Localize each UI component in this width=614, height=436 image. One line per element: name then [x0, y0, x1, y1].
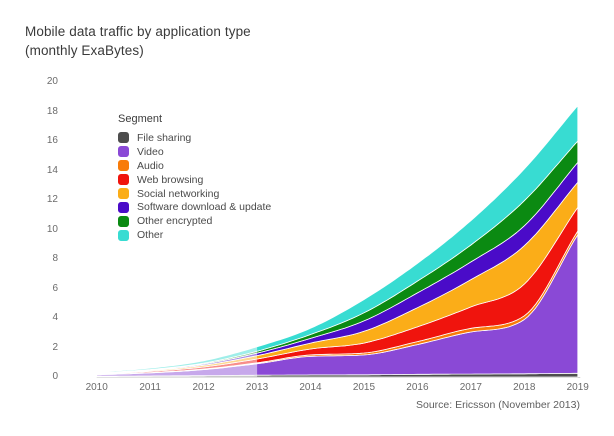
legend-title: Segment: [118, 113, 163, 125]
y-tick-label-10: 10: [46, 223, 58, 235]
legend-item-social-networking: Social networking: [118, 187, 271, 201]
legend-swatch-icon: [118, 215, 129, 227]
legend-swatch-icon: [118, 132, 129, 144]
x-tick-label-2014: 2014: [299, 382, 322, 393]
y-tick-label-12: 12: [46, 194, 58, 205]
legend-swatch-icon: [118, 229, 129, 241]
legend-item-web-browsing: Web browsing: [118, 173, 271, 187]
legend-swatch-icon: [118, 201, 129, 213]
y-tick-label-2: 2: [52, 341, 58, 353]
legend-swatch-icon: [118, 188, 129, 199]
x-tick-label-2013: 2013: [245, 382, 269, 393]
source-note: Source: Ericsson (November 2013): [416, 399, 580, 411]
x-tick-label-2015: 2015: [352, 382, 376, 393]
y-tick-label-20: 20: [46, 76, 58, 87]
legend-item-file-sharing: File sharing: [118, 131, 271, 145]
x-tick-label-2016: 2016: [406, 382, 429, 393]
legend-item-label: Other encrypted: [137, 215, 213, 228]
legend-item-label: Software download & update: [137, 201, 272, 214]
x-tick-label-2018: 2018: [513, 382, 536, 393]
legend-item-video: Video: [118, 145, 271, 159]
legend-rows: File sharing Video Audio Web browsing Social…: [118, 131, 271, 242]
y-tick-label-8: 8: [52, 253, 58, 264]
legend-item-label: Web browsing: [137, 173, 204, 186]
legend-item-software-download-update: Software download & update: [118, 200, 271, 214]
legend-swatch-icon: [118, 146, 129, 158]
legend-item-label: File sharing: [137, 131, 192, 144]
legend-item-other: Other: [118, 228, 271, 242]
x-tick-label-2019: 2019: [566, 382, 589, 393]
chart-title: Mobile data traffic by application type …: [25, 22, 251, 60]
x-tick-label-2010: 2010: [85, 382, 108, 393]
y-tick-label-6: 6: [52, 282, 58, 294]
chart-title-line2: (monthly ExaBytes): [25, 43, 144, 58]
x-tick-label-2011: 2011: [139, 382, 161, 393]
legend: Segment File sharing Video Audio Web browsi…: [118, 113, 271, 242]
y-tick-label-0: 0: [52, 371, 58, 382]
legend-swatch-icon: [118, 174, 129, 186]
x-tick-label-2012: 2012: [192, 382, 215, 393]
legend-item-label: Other: [137, 229, 164, 242]
legend-item-label: Social networking: [137, 187, 220, 200]
y-tick-label-14: 14: [46, 164, 58, 176]
legend-item-other-encrypted: Other encrypted: [118, 214, 271, 228]
chart-title-line1: Mobile data traffic by application type: [25, 24, 251, 39]
y-tick-label-16: 16: [46, 135, 58, 146]
legend-swatch-icon: [118, 160, 129, 172]
y-tick-label-18: 18: [46, 105, 58, 117]
y-tick-label-4: 4: [52, 312, 58, 323]
x-tick-label-2017: 2017: [459, 382, 482, 393]
legend-item-audio: Audio: [118, 159, 271, 173]
legend-item-label: Audio: [137, 159, 164, 172]
legend-item-label: Video: [137, 145, 164, 158]
